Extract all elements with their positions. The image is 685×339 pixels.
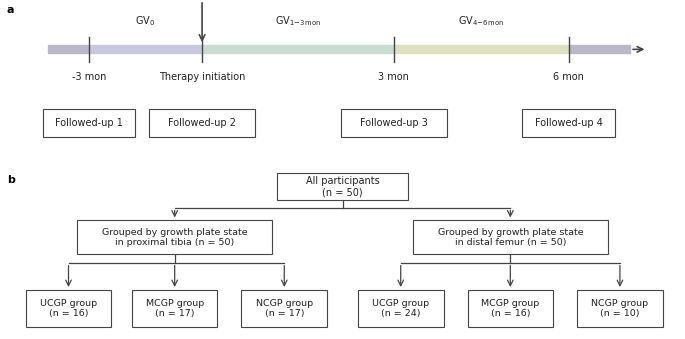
- FancyBboxPatch shape: [358, 290, 444, 327]
- Text: NCGP group
(n = 17): NCGP group (n = 17): [256, 299, 313, 318]
- Text: Followed-up 2: Followed-up 2: [168, 118, 236, 128]
- Text: UCGP group
(n = 24): UCGP group (n = 24): [372, 299, 429, 318]
- FancyBboxPatch shape: [522, 109, 615, 138]
- FancyBboxPatch shape: [77, 220, 272, 254]
- Text: Grouped by growth plate state
in distal femur (n = 50): Grouped by growth plate state in distal …: [438, 227, 583, 247]
- Text: GV$_0$: GV$_0$: [136, 14, 155, 28]
- Bar: [394, 45, 569, 53]
- Text: MCGP group
(n = 16): MCGP group (n = 16): [481, 299, 540, 318]
- FancyBboxPatch shape: [277, 173, 408, 200]
- Text: b: b: [7, 175, 14, 184]
- Bar: [569, 45, 630, 53]
- Text: All participants
(n = 50): All participants (n = 50): [306, 176, 379, 197]
- Text: MCGP group
(n = 17): MCGP group (n = 17): [145, 299, 204, 318]
- Text: GV$_{4\rm{-}6\,mon}$: GV$_{4\rm{-}6\,mon}$: [458, 14, 504, 28]
- FancyBboxPatch shape: [241, 290, 327, 327]
- Text: UCGP group
(n = 16): UCGP group (n = 16): [40, 299, 97, 318]
- FancyBboxPatch shape: [577, 290, 663, 327]
- Text: Grouped by growth plate state
in proximal tibia (n = 50): Grouped by growth plate state in proxima…: [102, 227, 247, 247]
- FancyBboxPatch shape: [132, 290, 218, 327]
- Text: GV$_{1\rm{-}3\,mon}$: GV$_{1\rm{-}3\,mon}$: [275, 14, 321, 28]
- Text: 6 mon: 6 mon: [553, 72, 584, 82]
- FancyBboxPatch shape: [340, 109, 447, 138]
- FancyBboxPatch shape: [149, 109, 255, 138]
- Text: Followed-up 4: Followed-up 4: [534, 118, 603, 128]
- FancyBboxPatch shape: [26, 290, 111, 327]
- Bar: [48, 45, 89, 53]
- Text: NCGP group
(n = 10): NCGP group (n = 10): [591, 299, 649, 318]
- FancyBboxPatch shape: [42, 109, 135, 138]
- Text: 3 mon: 3 mon: [378, 72, 410, 82]
- Bar: [202, 45, 394, 53]
- Text: Therapy initiation: Therapy initiation: [159, 72, 245, 82]
- Text: Followed-up 3: Followed-up 3: [360, 118, 428, 128]
- Text: a: a: [7, 5, 14, 15]
- Bar: [89, 45, 202, 53]
- FancyBboxPatch shape: [412, 220, 608, 254]
- Text: Followed-up 1: Followed-up 1: [55, 118, 123, 128]
- Text: -3 mon: -3 mon: [72, 72, 106, 82]
- FancyBboxPatch shape: [467, 290, 553, 327]
